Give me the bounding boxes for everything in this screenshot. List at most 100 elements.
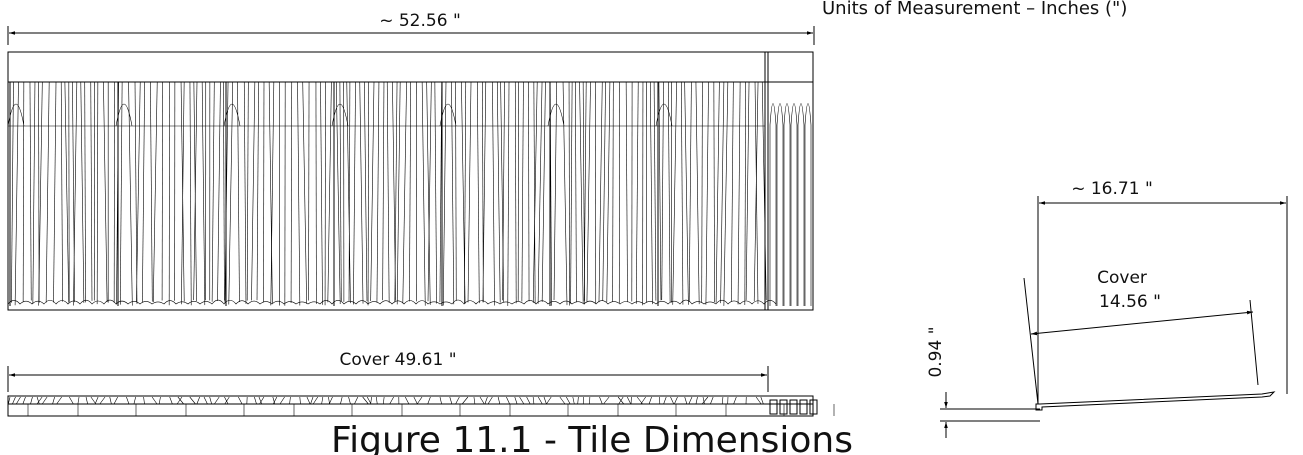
texture-line [570, 81, 573, 304]
texture-line [496, 81, 501, 303]
texture-line [553, 81, 557, 301]
texture-line [224, 396, 230, 405]
texture-line [695, 396, 698, 405]
texture-line [306, 396, 311, 405]
texture-line [744, 81, 746, 306]
texture-line [56, 396, 62, 405]
texture-line [370, 81, 375, 301]
texture-line [461, 396, 469, 405]
side-cover-label: Cover [1097, 268, 1147, 288]
texture-line [152, 81, 158, 303]
texture-line [672, 81, 677, 305]
tile-texture [7, 81, 812, 306]
side-width-label: ~ 16.71 " [1071, 179, 1153, 199]
texture-line [228, 81, 234, 305]
texture-line [640, 396, 646, 405]
texture-line [701, 396, 709, 405]
texture-line [273, 396, 278, 405]
texture-line [119, 81, 123, 305]
height-label: 0.94 " [926, 326, 946, 377]
texture-line [354, 396, 359, 405]
texture-line [537, 81, 543, 304]
texture-line [507, 81, 510, 306]
texture-line [328, 396, 330, 405]
texture-line [797, 103, 805, 306]
texture-line [53, 81, 57, 303]
texture-line [455, 81, 457, 301]
texture-line [279, 396, 285, 405]
texture-line [405, 396, 410, 405]
texture-line [537, 396, 543, 405]
texture-line [789, 399, 798, 415]
texture-line [521, 81, 524, 302]
texture-line [224, 396, 229, 405]
texture-line [577, 396, 579, 405]
texture-line [193, 81, 198, 301]
texture-line [479, 396, 485, 405]
texture-line [790, 103, 798, 306]
texture-line [103, 81, 108, 302]
texture-line [413, 396, 418, 405]
texture-line [348, 396, 351, 405]
units-note: Units of Measurement – Inches (") [822, 0, 1127, 19]
texture-line [670, 396, 675, 405]
texture-line [364, 81, 368, 302]
texture-line [702, 396, 705, 405]
texture-line [136, 81, 141, 302]
texture-line [713, 81, 715, 303]
cover-label: Cover 49.61 " [339, 350, 456, 370]
texture-line [45, 81, 50, 303]
texture-line [189, 81, 192, 306]
texture-line [12, 396, 16, 405]
texture-line [339, 81, 342, 302]
texture-line [113, 396, 118, 405]
texture-line [16, 396, 21, 405]
texture-line [320, 81, 323, 305]
texture-line [514, 396, 518, 405]
tile-bottom [7, 395, 814, 417]
texture-line [133, 396, 136, 405]
texture-line [41, 396, 48, 405]
texture-line [73, 81, 78, 306]
texture-line [237, 81, 240, 303]
texture-line [256, 81, 259, 301]
texture-line [566, 396, 571, 405]
texture-line [367, 81, 370, 306]
texture-line [84, 81, 86, 303]
texture-line [684, 81, 689, 305]
width-label: ~ 52.56 " [379, 11, 461, 31]
texture-line [359, 81, 364, 304]
texture-line [128, 81, 133, 306]
texture-line [484, 396, 488, 405]
texture-line [238, 396, 243, 405]
texture-line [94, 396, 99, 405]
texture-line [272, 396, 276, 405]
texture-line [731, 81, 734, 302]
texture-line [214, 396, 220, 405]
texture-line [502, 81, 505, 301]
texture-line [353, 81, 356, 305]
texture-line [449, 396, 453, 405]
texture-line [568, 81, 570, 306]
texture-line [109, 396, 112, 405]
texture-line [625, 81, 628, 303]
texture-line [7, 103, 25, 127]
texture-line [289, 396, 291, 405]
texture-line [158, 396, 161, 405]
texture-line [618, 396, 624, 405]
texture-line [755, 396, 762, 405]
texture-line [302, 81, 307, 304]
texture-line [688, 81, 692, 302]
texture-line [506, 396, 510, 405]
texture-line [290, 81, 293, 303]
texture-line [745, 81, 750, 301]
texture-line [663, 396, 667, 405]
texture-line [547, 103, 565, 127]
texture-line [203, 396, 208, 405]
texture-line [526, 396, 531, 405]
texture-line [134, 81, 138, 304]
texture-line [366, 396, 372, 405]
texture-line [409, 81, 411, 302]
texture-line [575, 81, 577, 303]
texture-line [559, 396, 566, 405]
